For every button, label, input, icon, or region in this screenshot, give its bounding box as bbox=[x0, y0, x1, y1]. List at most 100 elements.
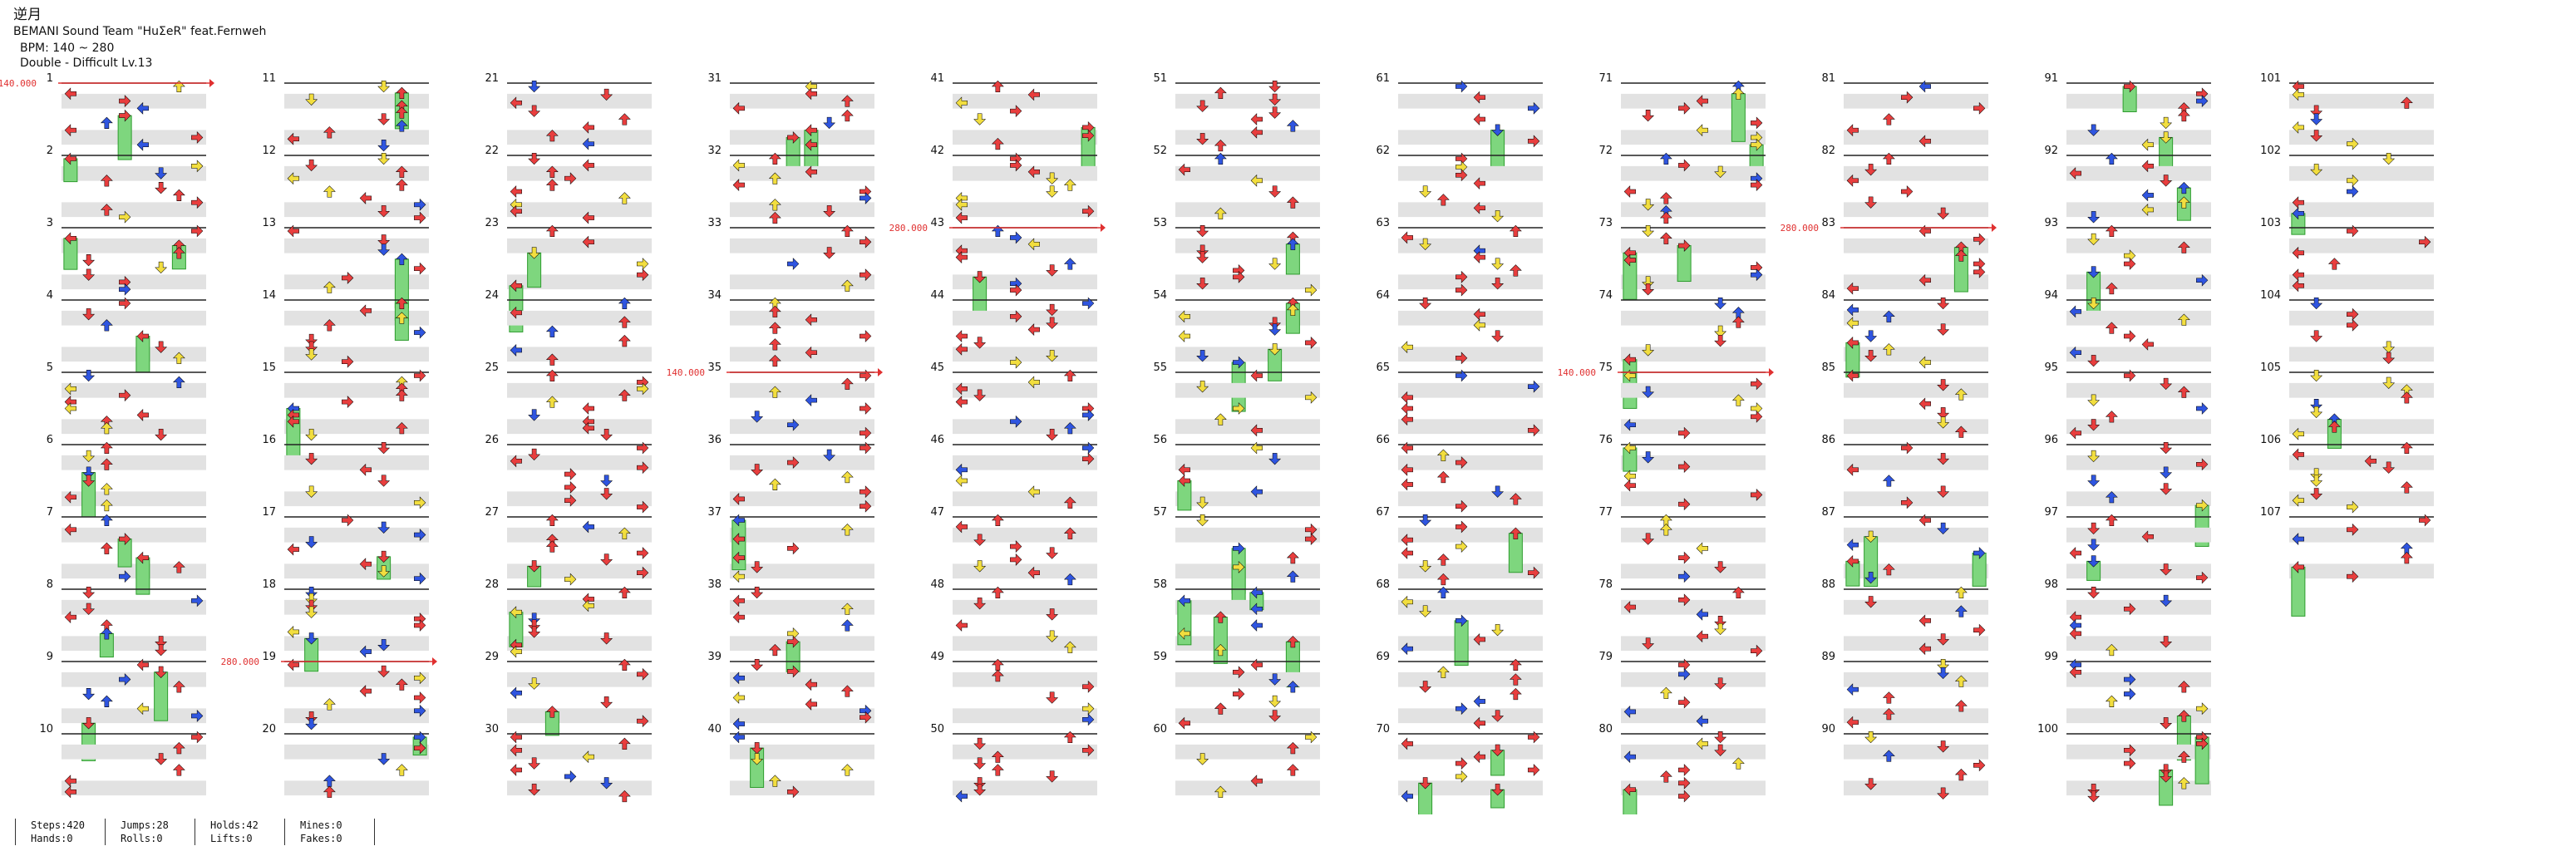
arrow-note-right bbox=[1233, 542, 1245, 555]
arrow-note-down bbox=[82, 369, 96, 382]
arrow-note-left bbox=[510, 686, 522, 700]
arrow-note-down bbox=[1937, 740, 1950, 753]
measure-13: 13 bbox=[262, 217, 429, 309]
measure-82: 82 bbox=[1821, 145, 1988, 219]
beat-shade bbox=[1175, 744, 1320, 760]
arrow-note-right bbox=[1973, 759, 1986, 772]
beat-shade bbox=[1844, 671, 1988, 687]
arrow-note-down bbox=[528, 619, 541, 632]
arrow-note-up bbox=[100, 204, 113, 216]
arrow-note-down bbox=[1419, 514, 1432, 527]
measure-number: 60 bbox=[1153, 723, 1167, 735]
arrow-note-up bbox=[100, 319, 113, 332]
arrow-note-up bbox=[100, 458, 113, 470]
arrow-note-right bbox=[414, 671, 426, 685]
arrow-note-left bbox=[359, 304, 372, 317]
arrow-note-left bbox=[1696, 630, 1708, 643]
beat-shade bbox=[1175, 636, 1320, 652]
arrow-note-down bbox=[973, 337, 987, 349]
arrow-note-right bbox=[1678, 426, 1691, 440]
arrow-note-down bbox=[1642, 199, 1655, 211]
measure-number: 65 bbox=[1376, 362, 1390, 374]
beat-shade bbox=[953, 744, 1097, 760]
measure-number: 20 bbox=[262, 723, 276, 735]
arrow-note-up bbox=[991, 670, 1004, 682]
arrow-note-left bbox=[732, 611, 745, 624]
arrow-note-down bbox=[1196, 514, 1209, 527]
arrow-note-up bbox=[395, 120, 408, 132]
beat-shade bbox=[953, 310, 1097, 326]
stat-group-mines-fakes: Mines:0 Fakes:0 bbox=[284, 819, 342, 845]
arrow-note-right bbox=[564, 172, 577, 185]
arrow-note-up bbox=[1882, 750, 1895, 762]
beat-shade bbox=[284, 744, 429, 760]
arrow-note-down bbox=[1268, 323, 1282, 336]
arrow-note-up bbox=[172, 764, 185, 776]
arrow-note-down bbox=[2382, 152, 2396, 165]
arrow-note-left bbox=[1623, 353, 1636, 366]
arrow-note-down bbox=[1046, 770, 1059, 783]
arrow-note-down bbox=[600, 429, 613, 441]
arrow-note-down bbox=[2160, 770, 2173, 783]
arrow-note-left bbox=[732, 570, 745, 583]
arrow-note-right bbox=[1528, 730, 1540, 744]
arrow-note-up bbox=[1509, 673, 1522, 686]
measure-number: 40 bbox=[707, 723, 722, 735]
arrow-note-up bbox=[840, 524, 854, 536]
beat-shade bbox=[730, 527, 874, 543]
arrow-note-down bbox=[155, 261, 168, 274]
stat-rolls: Rolls:0 bbox=[121, 833, 163, 844]
beat-shade bbox=[507, 563, 652, 579]
measure-number: 43 bbox=[930, 217, 944, 229]
arrow-note-right bbox=[1678, 764, 1691, 776]
beat-shade bbox=[1175, 93, 1320, 109]
bpm-change-marker: 280.000 bbox=[221, 657, 437, 667]
beat-shade bbox=[2066, 455, 2211, 470]
arrow-note-up bbox=[1509, 658, 1522, 671]
arrow-note-down bbox=[1864, 530, 1878, 543]
arrow-note-down bbox=[2160, 377, 2173, 391]
arrow-note-up bbox=[395, 389, 408, 401]
arrow-note-left bbox=[359, 645, 372, 658]
measure-21: 21 bbox=[485, 72, 652, 150]
arrow-note-left bbox=[955, 330, 968, 342]
arrow-note-down bbox=[1268, 106, 1282, 119]
arrow-note-up bbox=[2177, 681, 2190, 693]
arrow-note-down bbox=[2087, 475, 2101, 487]
arrow-note-down bbox=[1937, 787, 1950, 799]
measure-53: 53 bbox=[1153, 217, 1320, 297]
arrow-note-down bbox=[973, 777, 987, 790]
arrow-note-right bbox=[2347, 137, 2359, 150]
measure-101: 101 bbox=[2260, 72, 2434, 150]
arrow-note-up bbox=[2400, 391, 2413, 404]
measure-46: 46 bbox=[930, 434, 1097, 509]
arrow-note-up bbox=[1659, 152, 1672, 165]
measure-98: 98 bbox=[2044, 578, 2211, 657]
arrow-note-left bbox=[1918, 224, 1931, 238]
measure-number: 57 bbox=[1153, 506, 1167, 519]
beat-shade bbox=[1621, 636, 1766, 652]
arrow-note-left bbox=[1473, 633, 1485, 646]
arrow-note-down bbox=[377, 441, 391, 455]
arrow-note-right bbox=[342, 272, 354, 284]
measure-62: 62 bbox=[1376, 145, 1543, 223]
bpm-change-marker: 140.000 bbox=[1558, 367, 1774, 378]
beat-shade bbox=[2289, 382, 2434, 398]
measure-number: 93 bbox=[2044, 217, 2058, 229]
arrow-note-left bbox=[582, 121, 594, 134]
arrow-note-down bbox=[1046, 547, 1059, 559]
arrow-note-up bbox=[2177, 109, 2190, 122]
beat-shade bbox=[953, 455, 1097, 470]
arrow-note-down bbox=[305, 93, 318, 106]
measure-number: 61 bbox=[1376, 72, 1390, 85]
beat-shade bbox=[284, 382, 429, 398]
arrow-note-left bbox=[64, 232, 76, 245]
arrow-note-up bbox=[172, 80, 185, 93]
arrow-note-left bbox=[732, 533, 745, 545]
arrow-note-up bbox=[991, 224, 1004, 238]
arrow-note-left bbox=[359, 191, 372, 204]
arrow-note-right bbox=[1678, 667, 1691, 681]
measure-96: 96 bbox=[2044, 434, 2211, 547]
measure-51: 51 bbox=[1153, 72, 1320, 152]
beat-shade bbox=[1844, 274, 1988, 290]
